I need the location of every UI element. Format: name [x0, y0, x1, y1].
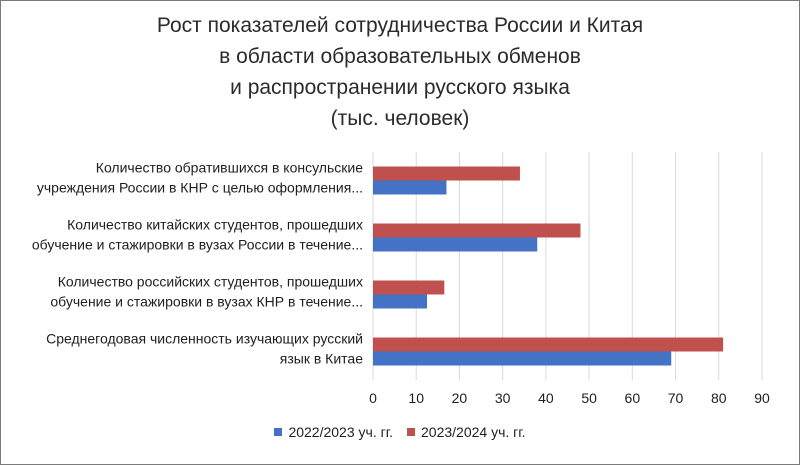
x-tick-label-90: 90	[754, 390, 770, 406]
category-label-1-line-0: Количество китайских студентов, прошедши…	[67, 217, 363, 233]
x-tick-label-30: 30	[495, 390, 511, 406]
chart-title: Рост показателей сотрудничества России и…	[0, 10, 800, 134]
title-line-1: Рост показателей сотрудничества России и…	[156, 14, 644, 37]
x-tick-label-40: 40	[538, 390, 554, 406]
x-tick-label-0: 0	[369, 390, 377, 406]
bar-2022-0	[373, 180, 447, 195]
bar-2023-2	[373, 280, 445, 295]
legend-item-2023: 2023/2024 уч. гг.	[407, 424, 526, 440]
category-label-0-line-0: Количество обратившихся в консульские	[96, 160, 363, 176]
category-label-1-line-1: обучение и стажировки в вузах России в т…	[32, 237, 363, 253]
category-label-2-line-0: Количество российских студентов, прошедш…	[58, 274, 363, 290]
title-line-4: (тыс. человек)	[330, 107, 470, 130]
legend-swatch-2023	[407, 428, 415, 436]
title-line-3: и распространении русского языка	[230, 76, 570, 99]
legend-label-2022: 2022/2023 уч. гг.	[288, 424, 393, 440]
x-tick-label-70: 70	[668, 390, 684, 406]
category-label-0-line-1: учреждения России в КНР с целью оформлен…	[37, 180, 363, 196]
x-tick-label-60: 60	[625, 390, 641, 406]
bar-2022-3	[373, 351, 672, 366]
legend-swatch-2022	[274, 428, 283, 436]
category-label-2-line-1: обучение и стажировки в вузах КНР в тече…	[50, 294, 363, 310]
x-tick-label-20: 20	[452, 390, 468, 406]
bar-2023-1	[373, 223, 581, 238]
legend-item-2022: 2022/2023 уч. гг.	[274, 424, 393, 440]
category-label-3-line-0: Среднегодовая численность изучающих русс…	[46, 331, 363, 347]
bar-2022-2	[373, 294, 428, 309]
legend: 2022/2023 уч. гг. 2023/2024 уч. гг.	[0, 424, 800, 440]
bar-2022-1	[373, 237, 538, 252]
legend-label-2023: 2023/2024 уч. гг.	[421, 424, 526, 440]
category-label-3-line-1: язык в Китае	[280, 351, 363, 367]
x-tick-label-80: 80	[711, 390, 727, 406]
bar-2023-3	[373, 337, 724, 352]
title-line-2: в области образовательных обменов	[219, 45, 581, 68]
x-tick-label-50: 50	[581, 390, 597, 406]
bar-2023-0	[373, 166, 520, 181]
x-tick-label-10: 10	[408, 390, 424, 406]
